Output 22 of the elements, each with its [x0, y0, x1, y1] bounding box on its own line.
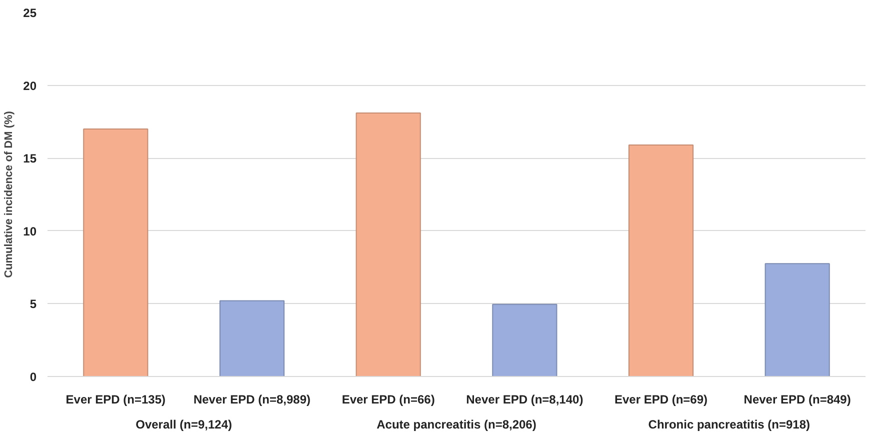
x-tick-label: Never EPD (n=8,140) [466, 392, 584, 406]
y-tick-label: 20 [23, 78, 37, 93]
bar [628, 144, 694, 376]
bar [219, 300, 285, 376]
y-tick-label: 10 [23, 224, 37, 238]
bar [492, 304, 558, 376]
bar [83, 128, 148, 376]
x-tick-label: Ever EPD (n=66) [342, 392, 435, 406]
y-tick-label: 5 [30, 297, 37, 312]
y-tick-label: 25 [23, 6, 37, 20]
y-tick-label: 0 [30, 370, 37, 384]
x-tick-label: Never EPD (n=849) [744, 392, 851, 406]
text: Acute pancreatitis (n=8,206) [376, 418, 536, 432]
text: Overall (n=9,124) [136, 418, 232, 432]
x-tick-label: Ever EPD (n=135) [66, 392, 166, 406]
x-tick-label: Never EPD (n=8,989) [193, 392, 311, 406]
y-axis-title: Cumulative incidence of DM (%) [3, 110, 16, 278]
y-tick-label: 15 [23, 152, 37, 166]
bar [764, 263, 830, 376]
bar [356, 112, 421, 376]
x-tick-label: Ever EPD (n=69) [614, 392, 708, 406]
text: Chronic pancreatitis (n=918) [648, 418, 810, 432]
